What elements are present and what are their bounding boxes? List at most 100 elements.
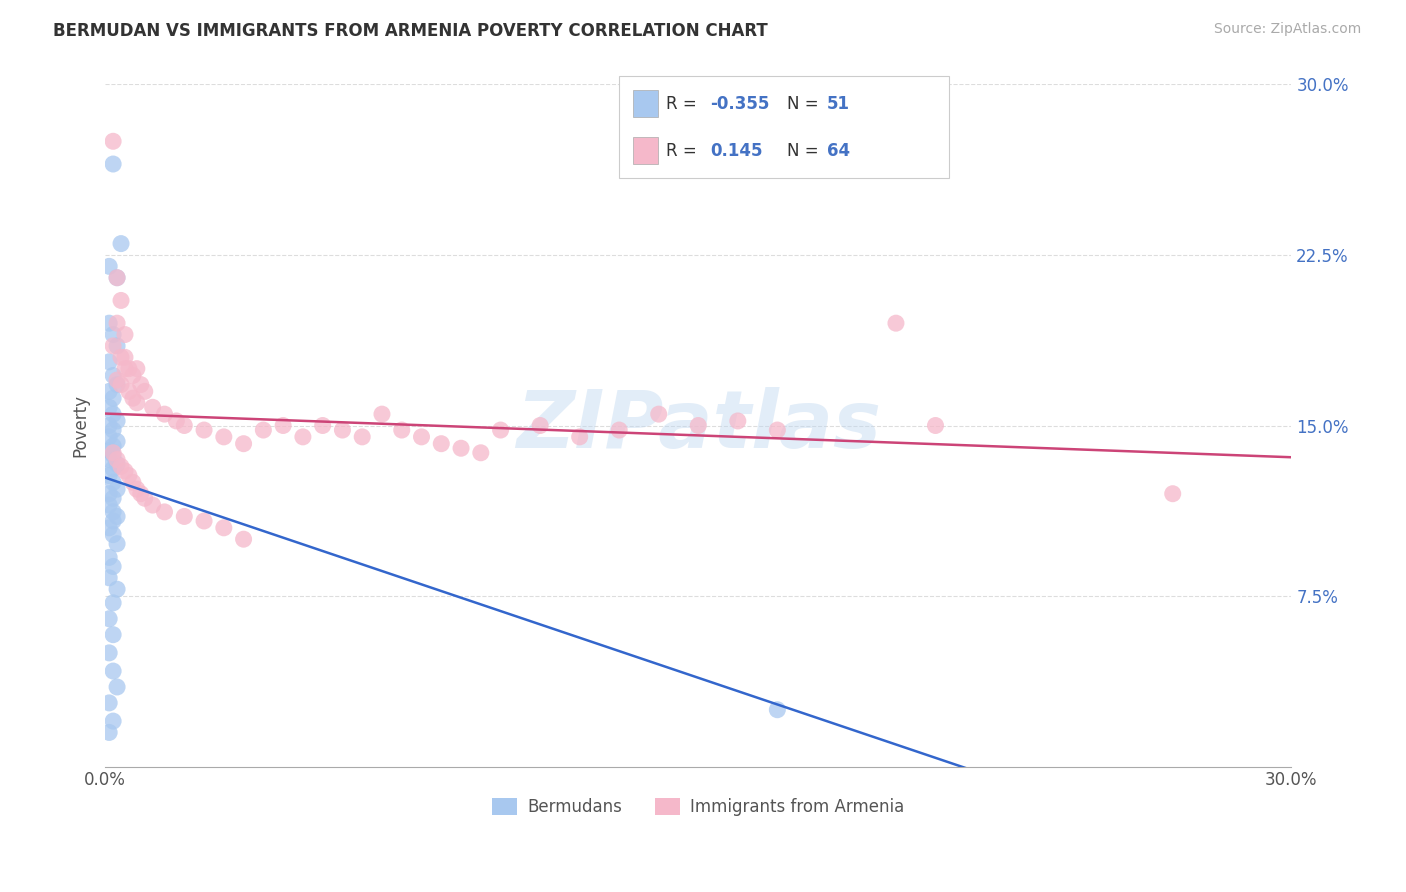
Point: [105, 270, 128, 285]
Point: [232, 532, 254, 546]
Point: [98, 571, 121, 585]
Text: 51: 51: [827, 95, 849, 112]
Point: [105, 373, 128, 387]
Point: [110, 236, 132, 251]
Point: [924, 418, 946, 433]
Point: [252, 423, 274, 437]
Point: [98, 468, 121, 483]
Point: [101, 505, 124, 519]
Point: [110, 293, 132, 308]
Point: [105, 509, 128, 524]
Point: [110, 351, 132, 365]
Point: [766, 423, 789, 437]
Point: [101, 407, 124, 421]
Point: [568, 430, 591, 444]
Point: [470, 446, 492, 460]
Point: [98, 355, 121, 369]
Point: [122, 391, 145, 405]
Point: [101, 439, 124, 453]
Point: [101, 423, 124, 437]
Text: -0.355: -0.355: [710, 95, 769, 112]
Point: [165, 414, 187, 428]
Point: [212, 430, 235, 444]
Point: [98, 316, 121, 330]
Point: [98, 550, 121, 565]
Point: [101, 491, 124, 506]
Point: [212, 521, 235, 535]
Point: [98, 521, 121, 535]
Point: [173, 418, 195, 433]
Point: [134, 384, 156, 399]
Point: [110, 459, 132, 474]
Text: 64: 64: [827, 142, 849, 160]
Point: [98, 486, 121, 500]
Point: [101, 559, 124, 574]
Point: [114, 361, 136, 376]
Point: [352, 430, 374, 444]
Point: [884, 316, 907, 330]
Point: [529, 418, 551, 433]
Point: [153, 407, 176, 421]
Point: [105, 482, 128, 496]
Point: [98, 418, 121, 433]
Point: [125, 482, 148, 496]
Point: [101, 391, 124, 405]
Point: [98, 612, 121, 626]
Point: [122, 475, 145, 490]
Point: [105, 680, 128, 694]
Point: [193, 423, 215, 437]
Point: [114, 464, 136, 478]
Point: [98, 452, 121, 467]
Point: [489, 423, 512, 437]
Y-axis label: Poverty: Poverty: [72, 394, 89, 457]
Point: [153, 505, 176, 519]
Point: [271, 418, 294, 433]
Point: [688, 418, 710, 433]
Point: [101, 339, 124, 353]
Point: [607, 423, 630, 437]
Point: [125, 396, 148, 410]
Point: [118, 384, 141, 399]
Point: [766, 703, 789, 717]
Point: [173, 509, 195, 524]
Point: [105, 316, 128, 330]
Point: [105, 537, 128, 551]
Point: [727, 414, 749, 428]
Point: [105, 457, 128, 471]
Point: [105, 339, 128, 353]
Point: [105, 434, 128, 449]
Point: [332, 423, 354, 437]
Point: [430, 436, 453, 450]
Point: [118, 361, 141, 376]
Point: [371, 407, 394, 421]
Point: [101, 461, 124, 475]
Point: [411, 430, 433, 444]
Point: [105, 270, 128, 285]
Point: [105, 452, 128, 467]
Point: [114, 327, 136, 342]
Point: [311, 418, 333, 433]
Text: R =: R =: [666, 142, 703, 160]
Text: BERMUDAN VS IMMIGRANTS FROM ARMENIA POVERTY CORRELATION CHART: BERMUDAN VS IMMIGRANTS FROM ARMENIA POVE…: [53, 22, 768, 40]
Point: [101, 628, 124, 642]
Point: [101, 714, 124, 728]
Point: [450, 442, 472, 456]
Point: [110, 377, 132, 392]
Point: [98, 401, 121, 415]
Point: [125, 361, 148, 376]
Point: [101, 664, 124, 678]
Text: R =: R =: [666, 95, 703, 112]
Point: [1161, 486, 1184, 500]
Point: [391, 423, 413, 437]
Point: [101, 475, 124, 490]
Point: [122, 368, 145, 383]
Point: [101, 327, 124, 342]
Point: [101, 368, 124, 383]
Text: N =: N =: [787, 95, 824, 112]
Point: [105, 414, 128, 428]
Point: [105, 582, 128, 597]
Point: [101, 134, 124, 148]
Point: [98, 498, 121, 512]
Point: [142, 401, 165, 415]
Point: [101, 514, 124, 528]
